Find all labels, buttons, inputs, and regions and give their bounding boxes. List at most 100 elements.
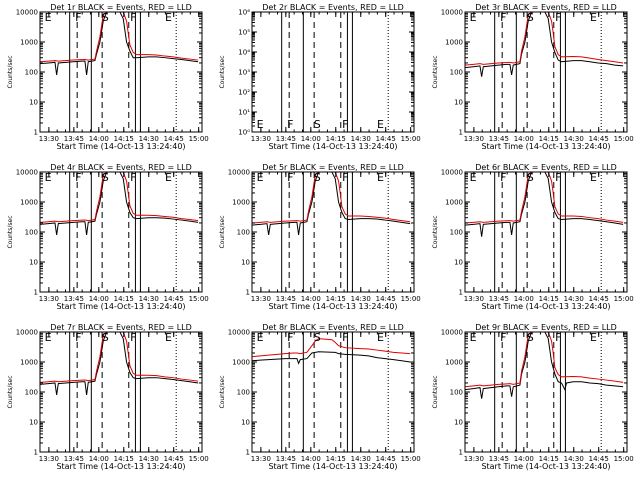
plot-frame <box>464 171 628 293</box>
y-axis-label: Counts/sec <box>432 375 439 408</box>
x-tick-label: 14:00 <box>301 135 321 143</box>
y-tick-label: 10 <box>29 259 38 267</box>
events-series <box>251 351 411 365</box>
events-series <box>464 171 624 237</box>
attenuator-marker: F <box>130 331 136 344</box>
panel-title: Det 7r BLACK = Events, RED = LLD <box>50 323 192 332</box>
attenuator-marker: F <box>75 11 81 24</box>
x-tick-label: 14:45 <box>589 455 609 463</box>
attenuator-marker: F <box>500 11 506 24</box>
y-tick-label: 10 <box>454 259 463 267</box>
y-tick-label: 1 <box>34 449 38 457</box>
lld-series <box>251 171 411 224</box>
x-tick-label: 14:30 <box>351 455 371 463</box>
x-tick-label: 15:00 <box>189 135 209 143</box>
x-tick-label: 14:15 <box>114 455 134 463</box>
attenuator-marker: S <box>527 171 534 184</box>
x-tick-label: 14:00 <box>514 295 534 303</box>
x-tick-label: 14:15 <box>539 295 559 303</box>
events-series <box>39 11 199 75</box>
y-tick-label: 100 <box>237 229 250 237</box>
x-tick-label: 14:15 <box>114 295 134 303</box>
x-tick-label: 14:30 <box>139 295 159 303</box>
x-axis-label: Start Time (14-Oct-13 13:24:40) <box>268 142 397 151</box>
attenuator-marker: E <box>470 11 477 24</box>
x-axis-label: Start Time (14-Oct-13 13:24:40) <box>56 142 185 151</box>
attenuator-marker: E <box>590 171 597 184</box>
y-axis-label: Counts/sec <box>7 55 14 88</box>
lld-series <box>39 171 199 223</box>
attenuator-marker: E <box>165 171 172 184</box>
y-tick-label: 10000 <box>228 329 250 337</box>
y-tick-label: 1 <box>459 129 463 137</box>
plot-frame <box>251 331 415 453</box>
x-tick-label: 14:15 <box>539 455 559 463</box>
x-tick-label: 14:45 <box>164 295 184 303</box>
x-tick-label: 14:45 <box>376 455 396 463</box>
y-axis-label: Counts/sec <box>432 55 439 88</box>
attenuator-marker: F <box>130 11 136 24</box>
x-tick-label: 14:30 <box>564 295 584 303</box>
attenuator-marker: F <box>500 171 506 184</box>
x-tick-label: 13:45 <box>64 295 84 303</box>
x-tick-label: 13:30 <box>39 455 59 463</box>
y-tick-label: 10¹ <box>238 109 250 117</box>
panel-title: Det 2r BLACK = Events, RED = LLD <box>262 3 404 12</box>
y-tick-label: 10 <box>29 99 38 107</box>
x-tick-label: 14:30 <box>564 455 584 463</box>
x-tick-label: 14:45 <box>376 135 396 143</box>
panel-title: Det 9r BLACK = Events, RED = LLD <box>475 323 617 332</box>
plot-frame <box>39 331 203 453</box>
y-tick-label: 10000 <box>16 169 38 177</box>
lld-series <box>464 11 624 66</box>
attenuator-marker: S <box>314 331 321 344</box>
plot-frame <box>39 11 203 133</box>
x-tick-label: 15:00 <box>189 295 209 303</box>
lld-series <box>39 11 199 63</box>
y-tick-label: 10 <box>454 99 463 107</box>
y-axis-label: Counts/sec <box>7 215 14 248</box>
y-tick-label: 10000 <box>16 9 38 17</box>
attenuator-marker: F <box>287 118 293 131</box>
panel-2: Det 2r BLACK = Events, RED = LLD E F S F E 10⁰… <box>219 3 421 151</box>
y-axis-label: Counts/sec <box>219 55 226 88</box>
attenuator-marker: F <box>342 331 348 344</box>
y-tick-label: 10000 <box>441 9 463 17</box>
x-tick-label: 14:00 <box>89 135 109 143</box>
x-tick-label: 14:45 <box>376 295 396 303</box>
x-tick-label: 15:00 <box>189 455 209 463</box>
y-tick-label: 1 <box>459 449 463 457</box>
attenuator-marker: E <box>377 118 384 131</box>
attenuator-marker: S <box>527 331 534 344</box>
y-tick-label: 1000 <box>20 39 38 47</box>
x-tick-label: 13:45 <box>64 455 84 463</box>
plot-frame <box>464 331 628 453</box>
x-tick-label: 13:45 <box>489 295 509 303</box>
x-tick-label: 13:45 <box>276 455 296 463</box>
y-tick-label: 1000 <box>445 39 463 47</box>
x-tick-label: 14:30 <box>564 135 584 143</box>
y-tick-label: 1000 <box>445 359 463 367</box>
y-tick-label: 100 <box>237 389 250 397</box>
panel-title: Det 6r BLACK = Events, RED = LLD <box>475 163 617 172</box>
x-axis-label: Start Time (14-Oct-13 13:24:40) <box>268 462 397 471</box>
x-tick-label: 14:30 <box>351 135 371 143</box>
x-tick-label: 13:30 <box>464 295 484 303</box>
x-tick-label: 15:00 <box>401 455 421 463</box>
x-tick-label: 13:45 <box>489 455 509 463</box>
x-tick-label: 14:45 <box>589 295 609 303</box>
attenuator-marker: E <box>45 171 52 184</box>
y-tick-label: 1 <box>34 129 38 137</box>
y-tick-label: 10 <box>29 419 38 427</box>
panel-title: Det 5r BLACK = Events, RED = LLD <box>262 163 404 172</box>
attenuator-marker: F <box>555 11 561 24</box>
x-tick-label: 15:00 <box>401 135 421 143</box>
y-axis-label: Counts/sec <box>7 375 14 408</box>
x-tick-label: 13:30 <box>39 295 59 303</box>
